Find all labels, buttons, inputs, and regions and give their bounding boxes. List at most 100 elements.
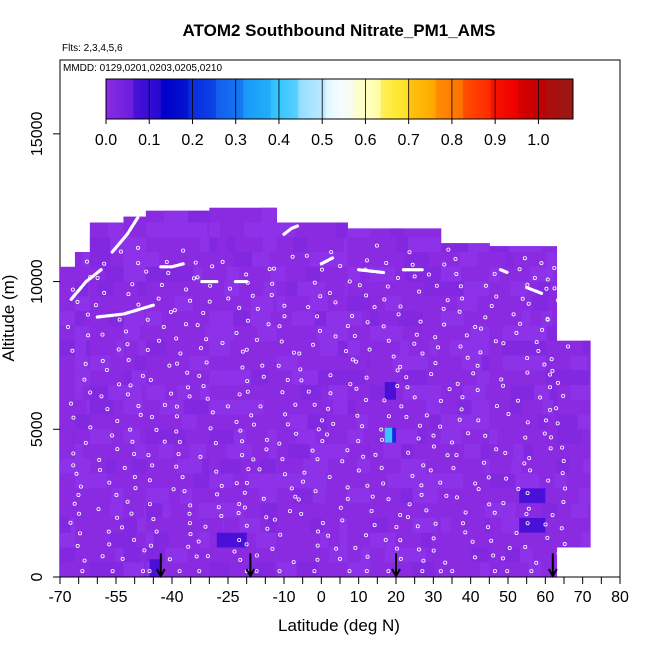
heatmap-cell bbox=[556, 429, 573, 445]
heatmap-cell bbox=[440, 266, 462, 282]
heatmap-cell bbox=[144, 562, 146, 577]
colorbar-tick-label: 1.0 bbox=[527, 132, 549, 149]
heatmap-cell bbox=[123, 517, 137, 533]
heatmap-cell bbox=[527, 325, 537, 341]
observation-point bbox=[549, 435, 554, 440]
observation-point bbox=[97, 457, 102, 462]
observation-point bbox=[270, 546, 275, 551]
observation-point bbox=[544, 418, 549, 423]
colorbar-tick-label: 0.7 bbox=[398, 132, 420, 149]
heatmap-cell bbox=[60, 532, 75, 548]
heatmap-cell bbox=[383, 444, 401, 459]
observation-point bbox=[276, 363, 281, 368]
heatmap-cell bbox=[440, 281, 464, 297]
heatmap-cell bbox=[338, 547, 348, 563]
observation-point bbox=[285, 377, 290, 382]
heatmap-cell bbox=[209, 237, 218, 253]
observation-point bbox=[174, 414, 179, 419]
heatmap-cell bbox=[209, 311, 234, 326]
observation-point bbox=[328, 391, 333, 396]
observation-point bbox=[463, 530, 468, 535]
observation-point bbox=[80, 569, 85, 574]
observation-point bbox=[426, 272, 431, 277]
observation-point bbox=[451, 466, 456, 471]
observation-point bbox=[99, 394, 104, 399]
heatmap-cell bbox=[272, 473, 277, 489]
heatmap-cell bbox=[477, 370, 490, 385]
observation-point bbox=[279, 339, 284, 344]
observation-point bbox=[455, 381, 460, 386]
heatmap-cell bbox=[470, 325, 490, 341]
arrow-head bbox=[155, 568, 166, 579]
heatmap-cell bbox=[369, 266, 382, 282]
heatmap-cell bbox=[532, 296, 549, 312]
observation-point bbox=[312, 280, 317, 285]
observation-point bbox=[319, 267, 324, 272]
heatmap-cell bbox=[505, 547, 521, 563]
heatmap-cell bbox=[267, 517, 277, 533]
observation-point bbox=[416, 547, 421, 552]
observation-point bbox=[472, 555, 477, 560]
observation-point bbox=[442, 322, 447, 327]
heatmap-cell bbox=[144, 237, 146, 253]
observation-point bbox=[457, 309, 462, 314]
observation-point bbox=[369, 508, 374, 513]
observation-point bbox=[404, 375, 409, 380]
heatmap-cell bbox=[260, 458, 276, 474]
heatmap-cell bbox=[397, 311, 423, 326]
heatmap-cell bbox=[189, 355, 210, 371]
heatmap-cell bbox=[305, 266, 321, 282]
heatmap-cell bbox=[502, 355, 526, 371]
heatmap-cell bbox=[308, 281, 326, 297]
observation-point bbox=[470, 539, 475, 544]
observation-point bbox=[219, 483, 224, 488]
heatmap-cell bbox=[337, 340, 348, 356]
observation-point bbox=[203, 524, 208, 529]
heatmap-cell bbox=[367, 355, 370, 371]
x-axis: -70 -55 -40 -25 -10 0 10 20 30 40 50 60 70 80 bbox=[48, 576, 629, 606]
x-tick-label: 80 bbox=[611, 589, 629, 606]
heatmap-cell bbox=[583, 458, 591, 474]
observation-point bbox=[399, 404, 404, 409]
observation-point bbox=[282, 303, 287, 308]
observation-point bbox=[352, 333, 357, 338]
heatmap-cell bbox=[260, 296, 274, 312]
heatmap-cell bbox=[549, 384, 557, 400]
observation-point bbox=[345, 496, 350, 501]
observation-point bbox=[197, 569, 202, 574]
observation-point bbox=[264, 447, 269, 452]
observation-point bbox=[391, 354, 396, 359]
observation-point bbox=[364, 397, 369, 402]
heatmap-cell bbox=[276, 222, 296, 238]
observation-point bbox=[514, 530, 519, 535]
heatmap-cell bbox=[400, 340, 409, 356]
observation-point bbox=[183, 322, 188, 327]
heatmap-cell bbox=[176, 458, 202, 474]
heatmap-cell bbox=[449, 340, 475, 356]
observation-point bbox=[88, 425, 93, 430]
heatmap-cell bbox=[468, 243, 490, 253]
observation-point bbox=[379, 427, 384, 432]
observation-point bbox=[380, 437, 385, 442]
heatmap-cell bbox=[287, 444, 310, 459]
observation-point bbox=[258, 404, 263, 409]
observation-point bbox=[269, 292, 274, 297]
observation-point bbox=[294, 431, 299, 436]
observation-point bbox=[193, 260, 198, 265]
observation-point bbox=[333, 300, 338, 305]
observation-point bbox=[234, 330, 239, 335]
heatmap-cell bbox=[541, 503, 557, 518]
observation-point bbox=[454, 453, 459, 458]
heatmap-cell bbox=[369, 311, 379, 326]
heatmap-cell bbox=[199, 210, 210, 223]
x-tick-label: 30 bbox=[424, 589, 442, 606]
heatmap-cell bbox=[98, 281, 114, 297]
heatmap-cell bbox=[138, 340, 146, 356]
heatmap-cell bbox=[115, 266, 124, 282]
observation-point bbox=[329, 250, 334, 255]
observation-point bbox=[357, 283, 362, 288]
observation-point bbox=[486, 475, 491, 480]
heatmap-cell bbox=[504, 503, 516, 518]
observation-point bbox=[71, 451, 76, 456]
